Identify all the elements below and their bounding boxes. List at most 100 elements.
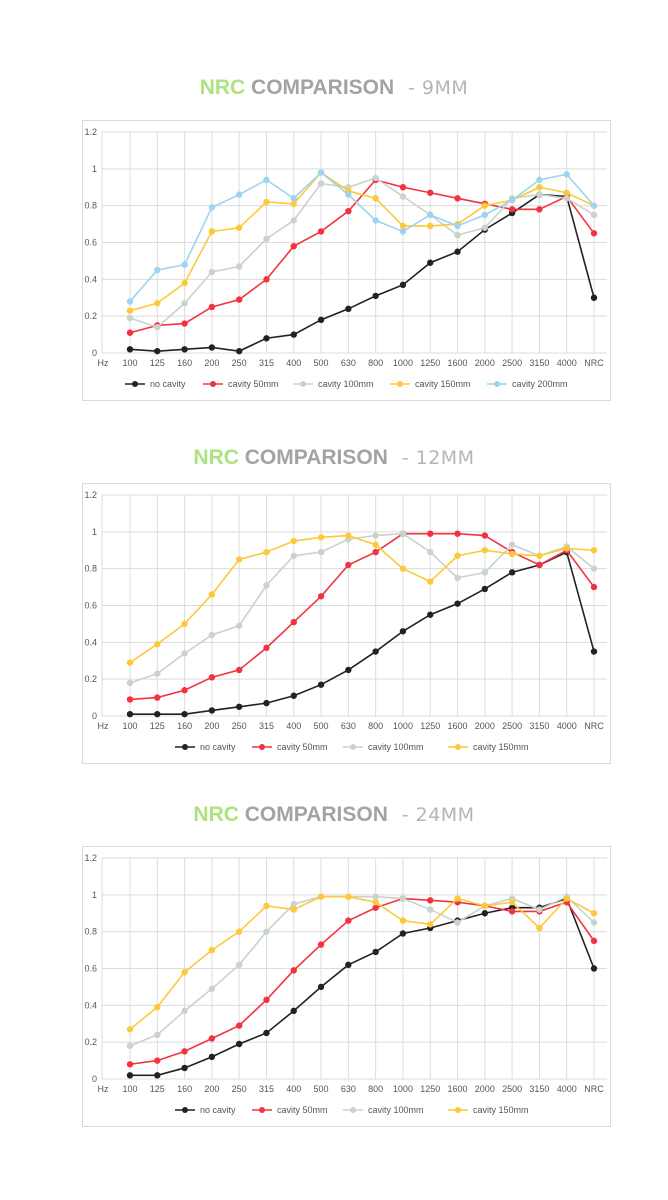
x-tick-label: 1250 xyxy=(420,358,440,368)
data-point xyxy=(154,710,161,718)
data-point xyxy=(235,296,243,303)
legend-swatch-marker xyxy=(132,381,138,387)
legend-swatch-marker xyxy=(350,744,356,750)
data-point xyxy=(126,314,134,322)
data-point xyxy=(235,666,243,674)
x-tick-label: 1000 xyxy=(393,1084,413,1094)
series-line-cavity-50mm xyxy=(129,897,595,1066)
data-point xyxy=(454,195,461,202)
data-point xyxy=(536,906,543,913)
data-point xyxy=(345,207,352,215)
data-point xyxy=(372,174,379,182)
y-tick-label: 1.2 xyxy=(84,490,97,500)
data-point xyxy=(427,530,434,537)
x-tick-label: 250 xyxy=(232,1084,247,1094)
data-point xyxy=(126,710,134,718)
x-tick-label: 1000 xyxy=(393,721,413,731)
series-line-cavity-50mm xyxy=(129,532,595,701)
data-point xyxy=(290,217,297,224)
data-point xyxy=(126,346,134,353)
x-tick-label: 2500 xyxy=(502,358,522,368)
legend-label: no cavity xyxy=(200,1105,236,1115)
data-point xyxy=(263,699,270,707)
x-tick-label: 315 xyxy=(259,1084,274,1094)
data-point xyxy=(399,281,407,289)
data-point xyxy=(317,180,325,187)
x-tick-label: 500 xyxy=(314,721,329,731)
data-point xyxy=(563,195,570,202)
legend-swatch-marker xyxy=(455,744,461,750)
data-point xyxy=(235,928,243,935)
y-tick-label: 1.2 xyxy=(84,127,97,137)
data-point xyxy=(290,552,297,559)
data-point xyxy=(399,628,407,635)
x-tick-label: 400 xyxy=(286,358,301,368)
x-tick-label: 4000 xyxy=(557,721,577,731)
data-point xyxy=(290,331,297,338)
x-tick-label: 1000 xyxy=(393,358,413,368)
data-point xyxy=(126,679,134,687)
data-point xyxy=(481,902,489,910)
data-point xyxy=(399,530,407,537)
data-point xyxy=(181,650,188,657)
data-point xyxy=(154,670,161,677)
series-line-no-cavity xyxy=(130,897,595,1077)
legend-swatch-marker xyxy=(182,1107,188,1113)
x-tick-label: 500 xyxy=(314,1084,329,1094)
y-tick-label: 1 xyxy=(92,164,97,174)
x-tick-label: 2500 xyxy=(502,721,522,731)
data-point xyxy=(235,191,243,198)
data-point xyxy=(345,191,352,198)
data-point xyxy=(208,707,216,714)
legend-label: cavity 50mm xyxy=(277,742,328,752)
data-point xyxy=(235,961,243,969)
legend-label: cavity 150mm xyxy=(415,379,471,389)
title-comparison: COMPARISON xyxy=(244,803,388,826)
y-tick-label: 1.2 xyxy=(84,853,97,863)
x-tick-label: 200 xyxy=(204,721,219,731)
data-point xyxy=(372,648,379,655)
data-point xyxy=(399,930,407,937)
data-point xyxy=(590,547,598,554)
x-tick-label: 250 xyxy=(232,721,247,731)
data-point xyxy=(317,169,325,176)
chart-9mm: 0 0.2 0.4 0.6 0.8 1 1.2 100 125 160 200 250 315 400 50… xyxy=(82,120,611,401)
data-point xyxy=(590,919,598,926)
data-point xyxy=(208,344,216,351)
x-tick-label: 315 xyxy=(259,358,274,368)
data-point xyxy=(427,906,434,913)
data-point xyxy=(345,893,352,900)
data-point xyxy=(126,1061,134,1068)
data-point xyxy=(372,548,379,556)
series-line-cavity-50mm xyxy=(129,178,595,334)
data-point xyxy=(317,893,325,900)
x-axis-label: Hz xyxy=(98,358,109,368)
data-point xyxy=(317,228,325,235)
data-point xyxy=(345,305,352,312)
data-point xyxy=(481,211,489,219)
data-point xyxy=(345,917,352,924)
data-point xyxy=(208,268,216,276)
data-point xyxy=(263,1029,270,1037)
data-point xyxy=(345,561,352,569)
title-nrc: NRC xyxy=(193,446,239,469)
x-axis-label: Hz xyxy=(98,721,109,731)
legend-swatch-marker xyxy=(259,1107,265,1113)
data-point xyxy=(427,921,434,928)
y-tick-label: 0.4 xyxy=(84,1000,97,1010)
data-point xyxy=(235,1040,243,1048)
data-point xyxy=(208,204,216,211)
data-point xyxy=(372,532,379,539)
data-point xyxy=(399,895,407,902)
data-point xyxy=(427,548,434,556)
data-point xyxy=(235,1022,243,1029)
data-point xyxy=(263,548,270,556)
x-tick-label: 800 xyxy=(368,721,383,731)
data-point xyxy=(181,300,188,307)
data-point xyxy=(454,248,461,255)
data-point xyxy=(154,694,161,701)
data-point xyxy=(508,541,516,548)
data-point xyxy=(536,191,543,198)
data-point xyxy=(181,1007,188,1015)
data-point xyxy=(536,184,543,191)
